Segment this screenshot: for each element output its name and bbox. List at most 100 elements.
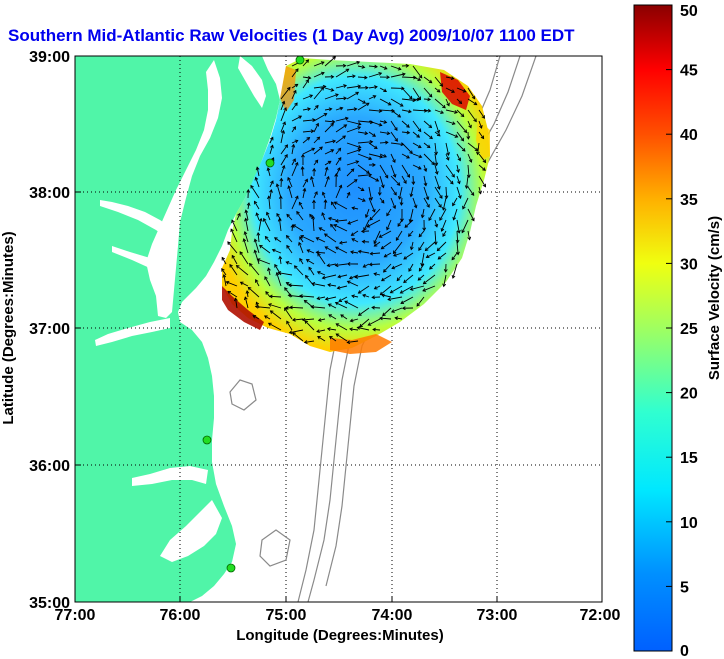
velocity-arrow-head xyxy=(405,63,410,68)
velocity-arrow-head xyxy=(338,184,343,189)
velocity-arrow-head xyxy=(399,103,404,107)
velocity-arrow-head xyxy=(373,243,378,247)
velocity-arrow xyxy=(418,241,425,251)
velocity-arrow-head xyxy=(315,237,320,241)
velocity-arrow xyxy=(368,120,382,126)
velocity-arrow-head xyxy=(434,151,438,156)
station-marker xyxy=(265,158,275,168)
velocity-arrow-head xyxy=(321,275,326,280)
velocity-arrow-head xyxy=(420,262,425,267)
velocity-arrow-head xyxy=(456,169,460,173)
hotspot-southwest xyxy=(222,286,264,330)
velocity-arrow-head xyxy=(307,75,312,80)
velocity-arrow-head xyxy=(362,100,367,104)
velocity-arrow xyxy=(255,279,260,287)
velocity-arrow xyxy=(313,72,325,78)
velocity-arrow xyxy=(235,298,238,309)
colorbar-tick-label: 30 xyxy=(680,256,698,273)
velocity-arrow xyxy=(259,245,271,254)
velocity-arrow xyxy=(477,142,480,155)
velocity-arrow xyxy=(280,154,288,166)
velocity-arrow xyxy=(294,265,304,276)
velocity-arrow xyxy=(316,237,326,243)
velocity-arrow-head xyxy=(253,238,258,243)
velocity-arrow-head xyxy=(357,290,362,294)
velocity-arrow-head xyxy=(315,104,319,109)
velocity-arrow-head xyxy=(334,173,339,177)
velocity-arrow xyxy=(354,274,370,278)
velocity-arrow-head xyxy=(242,238,247,242)
rappahannock-river xyxy=(112,246,172,276)
velocity-arrow xyxy=(379,317,392,320)
velocity-arrow xyxy=(358,307,370,316)
velocity-arrow-head xyxy=(471,217,475,222)
velocity-arrow-head xyxy=(231,254,236,259)
velocity-arrow-head xyxy=(278,195,283,199)
velocity-arrow xyxy=(357,141,373,144)
map-area xyxy=(75,56,602,602)
velocity-arrow xyxy=(434,175,441,190)
velocity-arrow-head xyxy=(237,212,241,217)
velocity-arrow xyxy=(327,284,337,287)
x-tick-label: 76:00 xyxy=(160,607,201,624)
velocity-arrow-head xyxy=(330,223,334,228)
velocity-arrow-head xyxy=(323,233,328,237)
velocity-arrow-head xyxy=(292,158,296,163)
velocity-arrow-head xyxy=(331,201,335,206)
velocity-arrow-head xyxy=(281,129,286,134)
velocity-arrow xyxy=(417,274,425,281)
velocity-arrow-head xyxy=(406,130,411,135)
velocity-arrow-head xyxy=(305,79,309,83)
velocity-arrow-head xyxy=(317,336,321,340)
velocity-arrow-head xyxy=(314,191,318,195)
velocity-arrow-head xyxy=(378,234,383,238)
velocity-arrow xyxy=(340,314,348,320)
velocity-arrow-head xyxy=(286,320,290,325)
velocity-arrow xyxy=(373,230,381,244)
hotspot-west-rim xyxy=(280,66,296,112)
velocity-arrow xyxy=(478,164,486,171)
velocity-arrow xyxy=(278,218,282,232)
velocity-arrow-head xyxy=(468,124,472,129)
velocity-arrow-head xyxy=(336,285,341,290)
velocity-arrow xyxy=(280,144,288,155)
y-tick-label: 39:00 xyxy=(29,49,70,66)
velocity-arrow xyxy=(478,120,483,129)
velocity-arrow xyxy=(434,76,443,87)
velocity-arrow xyxy=(423,186,429,200)
velocity-arrow xyxy=(258,218,262,232)
velocity-arrow xyxy=(418,230,425,237)
velocity-arrow xyxy=(268,322,282,331)
velocity-arrow xyxy=(412,197,417,208)
velocity-arrow xyxy=(254,201,260,210)
velocity-arrow-head xyxy=(446,152,450,156)
velocity-arrow-head xyxy=(396,182,401,186)
velocity-arrow xyxy=(379,98,392,106)
velocity-arrow xyxy=(227,290,238,298)
velocity-arrow xyxy=(370,252,381,255)
velocity-arrow-head xyxy=(392,205,397,210)
velocity-arrow-head xyxy=(369,196,373,201)
velocity-arrow-head xyxy=(473,118,477,123)
albemarle-sound xyxy=(132,466,208,486)
velocity-arrow xyxy=(401,120,410,128)
velocity-arrow xyxy=(409,208,414,223)
velocity-arrow-head xyxy=(424,247,429,252)
velocity-arrow xyxy=(357,76,367,79)
velocity-arrow xyxy=(256,167,260,177)
velocity-arrow-head xyxy=(328,335,333,340)
velocity-arrow-head xyxy=(343,84,348,88)
velocity-arrow xyxy=(362,294,370,298)
velocity-arrow xyxy=(328,314,337,320)
velocity-arrow-head xyxy=(244,217,248,222)
velocity-arrow xyxy=(302,179,308,188)
velocity-arrow-head xyxy=(338,240,343,245)
velocity-arrow-head xyxy=(284,287,288,291)
velocity-arrow xyxy=(288,185,293,199)
velocity-arrow xyxy=(434,219,438,227)
velocity-arrow-head xyxy=(332,56,337,60)
velocity-arrow-head xyxy=(330,74,335,79)
velocity-arrow-head xyxy=(328,314,332,318)
velocity-arrow xyxy=(401,131,410,134)
velocity-arrow-head xyxy=(227,290,232,295)
